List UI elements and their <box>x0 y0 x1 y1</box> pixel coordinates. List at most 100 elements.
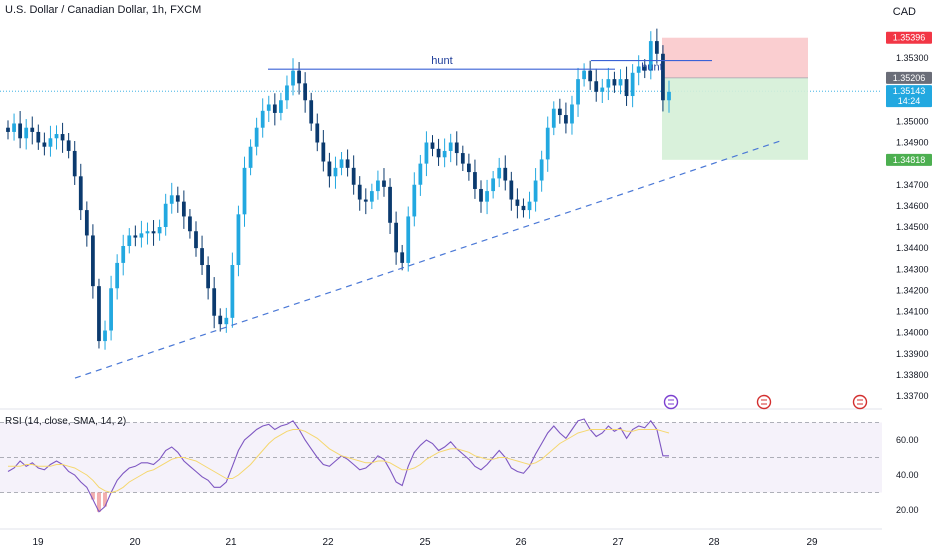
candle-body <box>509 180 514 200</box>
candle-body <box>206 265 210 289</box>
candle-body <box>412 184 417 217</box>
candle-body <box>606 79 611 88</box>
y-tick-label: 1.34500 <box>896 222 929 232</box>
candle-body <box>97 286 101 342</box>
candle-body <box>521 205 526 211</box>
price-label: 1.35143 <box>893 86 926 96</box>
candle-body <box>527 201 532 211</box>
y-tick-label: 1.33800 <box>896 370 929 380</box>
candle-body <box>503 167 508 181</box>
candle-body <box>6 127 10 132</box>
candle-body <box>539 159 544 181</box>
candle-body <box>460 153 465 164</box>
candle-body <box>497 167 502 179</box>
candle-body <box>303 83 308 101</box>
currency-button[interactable]: CAD <box>892 6 916 18</box>
candle-body <box>382 180 386 187</box>
rsi-oversold-fill <box>96 492 101 512</box>
candle-body <box>442 150 447 158</box>
event-icon[interactable] <box>756 394 772 410</box>
candle-body <box>103 330 107 342</box>
price-label-box <box>886 85 932 108</box>
candle-body <box>588 70 593 82</box>
y-tick-label: 1.33700 <box>896 391 929 401</box>
candle-body <box>388 186 392 223</box>
event-icon[interactable] <box>663 394 679 410</box>
candle-body <box>260 110 265 128</box>
x-tick-label: 19 <box>32 537 44 548</box>
candle-body <box>194 231 198 249</box>
candle-body <box>30 127 35 132</box>
candle-body <box>369 191 374 202</box>
candle-body <box>36 131 41 143</box>
candle-body <box>72 150 77 177</box>
candle-body <box>564 115 568 124</box>
candle-body <box>218 315 223 325</box>
candle-body <box>594 81 599 92</box>
candle-body <box>66 140 71 151</box>
candle-body <box>570 104 574 124</box>
candle-body <box>242 167 247 215</box>
candle-body <box>394 222 398 253</box>
countdown-label: 14:24 <box>898 96 921 106</box>
hunt-label: hunt <box>641 62 662 74</box>
candle-body <box>600 87 605 92</box>
candle-body <box>115 262 120 289</box>
candle-body <box>321 142 326 162</box>
candle-body <box>448 142 453 151</box>
y-tick-label: 1.34400 <box>896 243 929 253</box>
candle-body <box>151 231 156 234</box>
candle-body <box>139 233 144 238</box>
candle-body <box>24 127 29 139</box>
candle-body <box>467 163 471 173</box>
candle-body <box>145 231 150 234</box>
candle-body <box>42 142 47 147</box>
rsi-tick-label: 60.00 <box>896 435 919 445</box>
candle-body <box>473 172 477 189</box>
candle-body <box>363 199 368 202</box>
candle-body <box>624 79 629 97</box>
symbol-title: U.S. Dollar / Canadian Dollar, 1h, FXCM <box>5 4 202 16</box>
candle-body <box>667 91 671 101</box>
candle-body <box>576 79 580 105</box>
event-icon[interactable] <box>852 394 868 410</box>
y-tick-label: 1.33900 <box>896 349 929 359</box>
candle-body <box>109 288 113 331</box>
candle-body <box>436 148 441 158</box>
candle-body <box>91 235 95 287</box>
candle-body <box>636 66 641 73</box>
candle-body <box>163 203 168 227</box>
candle-body <box>230 265 235 318</box>
candle-body <box>557 108 562 116</box>
candle-body <box>248 146 253 168</box>
candle-body <box>224 317 229 325</box>
candle-body <box>133 235 138 238</box>
candle-body <box>339 159 344 168</box>
x-tick-label: 22 <box>322 537 334 548</box>
stop-loss-zone <box>662 37 808 78</box>
candle-body <box>400 252 405 263</box>
rsi-sma-line <box>8 429 670 494</box>
candle-body <box>121 246 126 263</box>
candle-body <box>12 123 16 132</box>
candle-body <box>297 70 301 84</box>
candle-body <box>254 127 259 147</box>
candle-body <box>376 180 380 192</box>
candle-body <box>236 214 241 266</box>
price-label: 1.35206 <box>893 73 926 83</box>
price-label: 1.35396 <box>893 33 926 43</box>
candle-body <box>279 100 283 113</box>
x-tick-label: 26 <box>515 537 527 548</box>
trendline-dashed <box>74 139 783 379</box>
rsi-oversold-fill <box>103 492 108 507</box>
price-label: 1.34818 <box>893 155 926 165</box>
y-tick-label: 1.34000 <box>896 328 929 338</box>
candle-body <box>533 180 538 202</box>
hunt-label: hunt <box>431 55 452 67</box>
candle-body <box>642 66 647 71</box>
take-profit-zone <box>662 77 808 160</box>
rsi-oversold-fill <box>90 492 95 500</box>
candle-body <box>454 142 459 154</box>
candle-body <box>315 123 320 143</box>
